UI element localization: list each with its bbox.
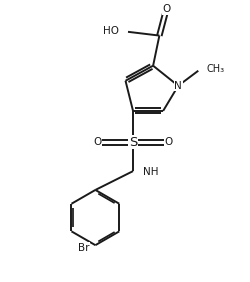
Text: CH₃: CH₃ [206,64,224,74]
Text: NH: NH [142,168,158,177]
Text: N: N [174,81,181,91]
Text: O: O [93,137,101,147]
Text: S: S [128,136,137,149]
Text: Br: Br [78,243,90,253]
Text: HO: HO [103,26,119,36]
Text: O: O [164,137,172,147]
Text: O: O [162,4,170,14]
